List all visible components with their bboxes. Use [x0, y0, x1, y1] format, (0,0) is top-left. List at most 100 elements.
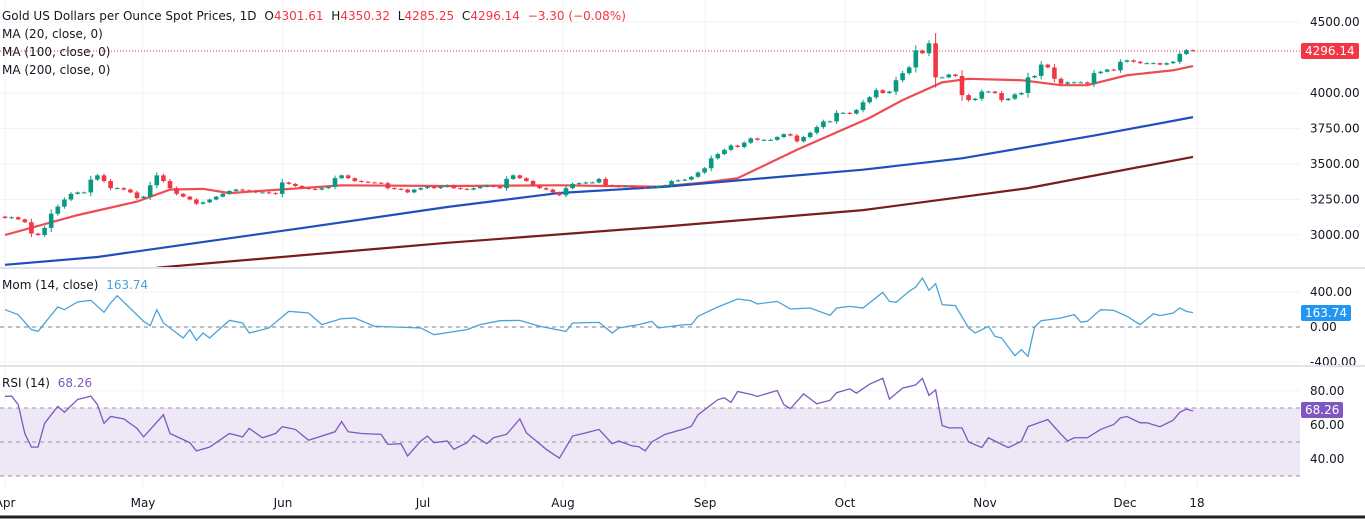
candle-body [669, 181, 674, 186]
rsi-legend[interactable]: RSI (14) 68.26 [2, 376, 96, 390]
candle [1144, 62, 1150, 65]
candle-body [794, 135, 800, 142]
candle-body [583, 182, 589, 184]
candle-body [906, 67, 912, 74]
candle [609, 184, 615, 187]
candle-body [68, 193, 74, 200]
candle-body [332, 178, 338, 187]
candle [847, 112, 853, 115]
candle [444, 184, 450, 188]
oscillators [4, 276, 1194, 460]
candle-body [458, 188, 463, 190]
candle-body [1111, 69, 1117, 71]
ohlc-open: O4301.61 [264, 9, 324, 23]
candle-body [35, 233, 41, 235]
candle [913, 45, 919, 73]
candle-body [227, 190, 232, 194]
candle [893, 76, 899, 95]
momentum-tick-label: 0.00 [1310, 320, 1337, 334]
candle-body [946, 74, 952, 78]
candle-body [728, 145, 734, 150]
candle [966, 93, 971, 102]
candle-body [471, 188, 476, 190]
candle-body [398, 188, 404, 190]
candle-body [1157, 63, 1163, 65]
candle-body [510, 175, 516, 179]
ma100-legend[interactable]: MA (100, close, 0) [2, 45, 111, 59]
candle-body [464, 188, 470, 190]
candle [794, 133, 800, 143]
candle-body [576, 183, 582, 185]
candle-body [1104, 69, 1110, 72]
candle [62, 197, 67, 209]
candle-body [141, 196, 146, 199]
candle-body [75, 192, 80, 194]
candle [722, 148, 727, 156]
candle-body [649, 187, 655, 189]
candle-body [1190, 50, 1196, 52]
candle [900, 70, 905, 83]
momentum-legend[interactable]: Mom (14, close) 163.74 [2, 278, 152, 292]
candle [807, 131, 813, 139]
candle-body [662, 185, 668, 187]
candle-body [1137, 61, 1143, 64]
candle [735, 144, 740, 148]
candle [1065, 81, 1070, 85]
candle-body [609, 185, 615, 187]
candle [471, 187, 476, 191]
candle [827, 120, 833, 123]
candle [246, 189, 252, 192]
candle [1045, 63, 1051, 69]
ma20-legend[interactable]: MA (20, close, 0) [2, 27, 103, 41]
candle [293, 183, 298, 187]
candle-body [596, 178, 602, 183]
candle-body [15, 217, 21, 220]
candle-body [557, 192, 562, 196]
candle [266, 191, 272, 194]
candle [207, 198, 212, 204]
x-tick-label: 18 [1189, 496, 1204, 510]
candle-body [814, 127, 820, 133]
candle [656, 185, 661, 189]
rsi-line [4, 377, 1194, 460]
candle-body [48, 213, 54, 228]
candle-body [986, 91, 991, 93]
candle [537, 184, 542, 189]
ma200-legend[interactable]: MA (200, close, 0) [2, 63, 111, 77]
price-tick-label: 3000.00 [1310, 228, 1360, 242]
candle [68, 192, 74, 202]
candle [458, 187, 463, 190]
price-tick-label: 4000.00 [1310, 86, 1360, 100]
candle-body [418, 188, 424, 190]
candle [1005, 97, 1011, 101]
candle-body [484, 185, 490, 187]
candle [788, 133, 793, 137]
x-tick-label: Dec [1113, 496, 1136, 510]
candle-body [1065, 82, 1070, 84]
candle [939, 76, 945, 79]
candle-body [134, 192, 140, 199]
candle [854, 108, 859, 115]
candle-body [180, 193, 186, 197]
candle-body [695, 172, 701, 177]
candle [946, 73, 952, 79]
candle-body [682, 179, 688, 181]
candle [378, 181, 384, 185]
candle-body [385, 183, 391, 189]
candle-body [722, 149, 727, 155]
candle [1177, 51, 1183, 65]
candle [1098, 70, 1103, 74]
candle [1170, 60, 1176, 65]
candle [392, 187, 397, 190]
candle [95, 174, 100, 181]
candle [695, 171, 701, 179]
candle-body [1144, 63, 1150, 65]
candle-body [880, 90, 886, 93]
candle-body [563, 188, 569, 196]
candle [972, 97, 978, 101]
x-tick-label: May [131, 496, 156, 510]
candle-body [675, 180, 681, 182]
candle-body [1025, 77, 1031, 93]
candle [920, 49, 925, 55]
